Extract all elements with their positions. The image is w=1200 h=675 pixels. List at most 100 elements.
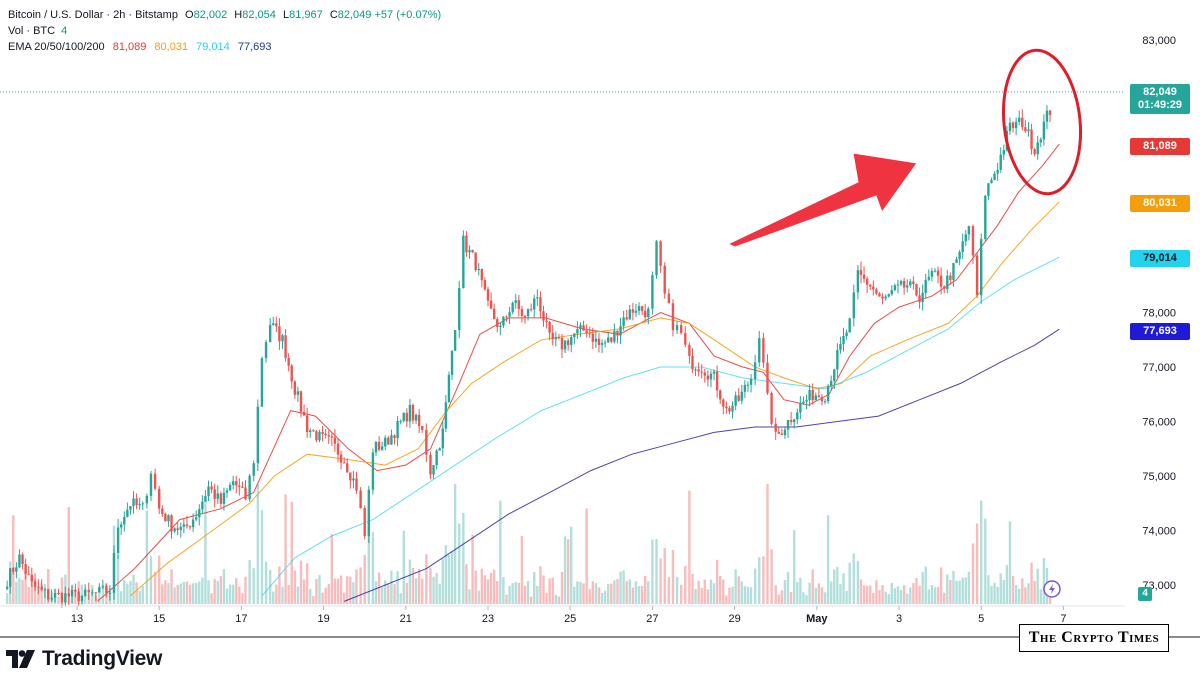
volume-bar: [1011, 576, 1015, 604]
volume-bar: [845, 590, 848, 604]
candle-body: [548, 321, 551, 333]
volume-bar: [318, 575, 321, 604]
candle-body: [536, 297, 539, 299]
volume-bar: [675, 576, 679, 604]
volume-bar: [441, 558, 444, 604]
candle-body: [387, 437, 390, 445]
tradingview-brand[interactable]: TradingView: [6, 646, 162, 672]
high-value: 82,054: [242, 9, 276, 21]
volume-bar: [563, 536, 567, 604]
candle-body: [40, 586, 43, 590]
candle-body: [352, 478, 355, 481]
candle-body: [327, 435, 330, 437]
volume-bar: [737, 576, 740, 604]
candle-body: [384, 437, 387, 447]
candle-body: [703, 372, 707, 376]
candle-body: [712, 371, 716, 374]
volume-bar: [290, 501, 293, 604]
candle-body: [321, 431, 324, 434]
candle-body: [405, 412, 409, 422]
volume-bar: [339, 575, 343, 604]
ema20-line: [97, 143, 1060, 602]
volume-bar: [533, 571, 536, 604]
volume-bar: [731, 586, 734, 604]
candle-body: [18, 554, 21, 568]
symbol-row: Bitcoin / U.S. Dollar · 2h · Bitstamp O8…: [8, 7, 441, 23]
candle-body: [511, 302, 514, 313]
volume-bar: [878, 590, 881, 604]
candle-body: [852, 292, 855, 319]
y-tick-label: 75,000: [1142, 471, 1176, 483]
candle-body: [201, 501, 204, 510]
candle-body: [517, 300, 521, 309]
close-key: C: [329, 9, 338, 21]
candle-body: [999, 154, 1002, 170]
volume-bar: [119, 591, 123, 604]
volume-bar: [996, 586, 999, 604]
y-tick-label: 78,000: [1142, 308, 1176, 320]
candle-body: [164, 513, 167, 522]
candle-body: [141, 503, 144, 505]
volume-bar: [933, 587, 937, 604]
candle-body: [746, 384, 750, 386]
candle-body: [893, 285, 897, 291]
candle-body: [949, 275, 952, 280]
volume-bar: [272, 591, 275, 604]
candle-body: [634, 310, 638, 313]
candle-body: [47, 589, 50, 600]
last-price-tag: 82,049 01:49:29: [1130, 84, 1190, 114]
volume-bar: [1008, 521, 1012, 604]
open-key: O: [185, 9, 194, 21]
x-tick-label: 3: [896, 613, 902, 625]
volume-bar: [651, 539, 654, 604]
candle-body: [281, 335, 284, 342]
volume-bar: [826, 515, 830, 604]
volume-bar: [706, 589, 710, 604]
volume-bar: [814, 587, 817, 604]
volume-bar: [248, 560, 251, 604]
candle-body: [483, 280, 487, 290]
candle-body: [520, 308, 524, 316]
volume-bar: [219, 575, 223, 604]
candle-body: [921, 292, 924, 303]
candle-body: [770, 392, 773, 424]
volume-bar: [576, 581, 579, 604]
volume-bar: [839, 584, 842, 604]
volume-bar: [536, 585, 539, 604]
candle-body: [158, 488, 161, 509]
volume-bar: [631, 587, 635, 604]
volume-bar: [359, 567, 362, 604]
volume-bar: [256, 484, 260, 604]
candle-body: [862, 274, 866, 279]
candle-body: [213, 489, 216, 499]
x-tick-label: 13: [71, 613, 83, 625]
candle-body: [399, 420, 402, 422]
candle-body: [902, 281, 906, 288]
volume-bar: [811, 569, 814, 604]
volume-bar: [141, 586, 144, 604]
candle-body: [610, 337, 613, 342]
candle-body: [87, 589, 90, 593]
candle-body: [859, 270, 863, 275]
volume-bar: [628, 579, 631, 604]
volume-bar: [545, 593, 548, 604]
candle-body: [188, 526, 192, 528]
candle-body: [499, 325, 502, 327]
volume-bar: [399, 593, 402, 604]
volume-bar: [458, 523, 461, 604]
candle-body: [77, 591, 80, 602]
candle-body: [1021, 117, 1024, 128]
volume-bar: [425, 554, 428, 604]
candle-body: [471, 249, 474, 253]
candle-body: [64, 593, 67, 603]
lightning-icon[interactable]: [1043, 580, 1061, 598]
candle-body: [631, 309, 635, 313]
volume-bar: [783, 579, 787, 604]
candle-body: [637, 306, 641, 311]
volume-bar: [684, 566, 687, 604]
volume-bar: [603, 590, 607, 604]
candle-body: [371, 452, 375, 490]
candle-body: [667, 293, 671, 304]
volume-bar: [435, 573, 438, 604]
